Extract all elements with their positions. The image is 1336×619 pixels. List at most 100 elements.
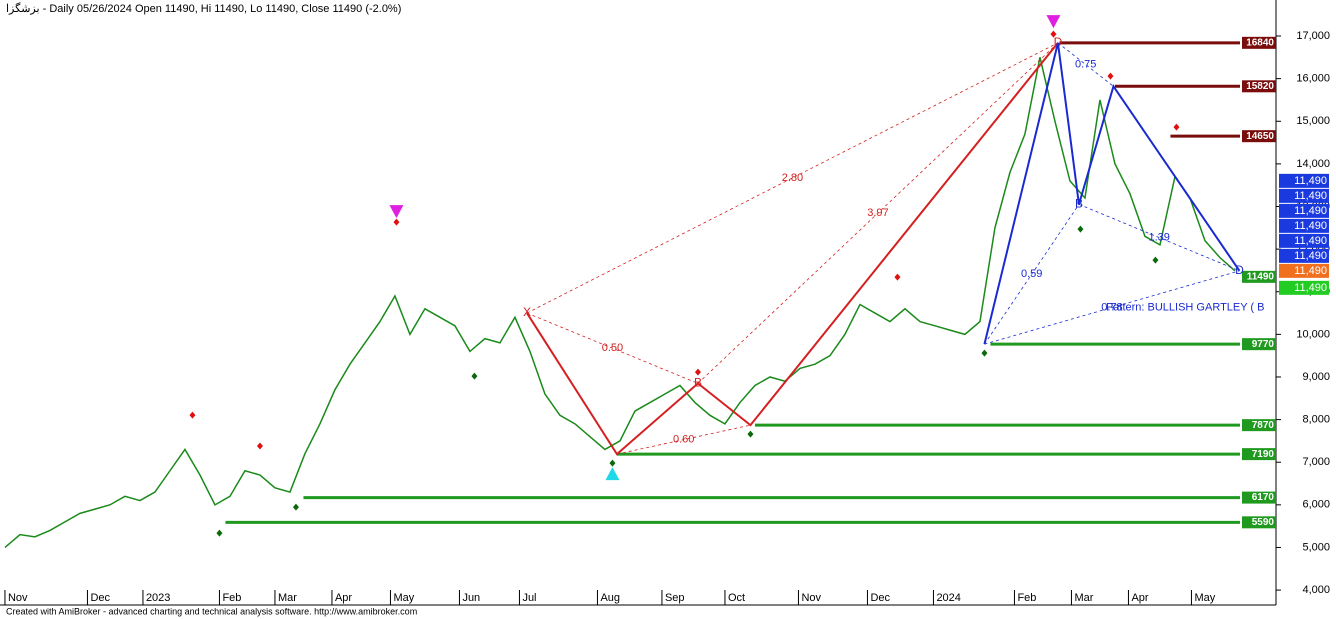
- x-tick-label: May: [1194, 592, 1215, 604]
- price-tag-label: 11,490: [1294, 175, 1327, 187]
- pivot-marker: [609, 459, 616, 467]
- price-tag: [1279, 280, 1329, 295]
- ratio-label: 0.50: [602, 342, 623, 354]
- footer: Created with AmiBroker - advanced charti…: [6, 606, 417, 616]
- y-tick-label: 14,000: [1296, 158, 1330, 170]
- pivot-marker: [1107, 72, 1114, 80]
- level-label: 7870: [1252, 420, 1275, 431]
- price-tag-label: 11,490: [1294, 220, 1327, 232]
- pivot-marker: [189, 411, 196, 419]
- ratio-label: 0.75: [1075, 58, 1096, 70]
- level-box: [1242, 270, 1276, 283]
- pivot-marker: [389, 205, 404, 219]
- price-line: [4, 57, 1236, 549]
- level-box: [1242, 130, 1276, 143]
- level-label: 9770: [1252, 339, 1275, 350]
- x-tick-label: Oct: [728, 592, 745, 604]
- y-tick-label: 15,000: [1296, 115, 1330, 127]
- ratio-label: 3.97: [867, 207, 888, 219]
- pivot-marker: [694, 368, 701, 376]
- price-tag: [1279, 173, 1329, 188]
- price-tag-label: 11,490: [1294, 190, 1327, 202]
- price-tag: [1279, 203, 1329, 218]
- x-tick-label: Sep: [665, 592, 685, 604]
- price-tag-label: 11,490: [1294, 265, 1327, 277]
- x-tick-label: Nov: [801, 592, 821, 604]
- chart-title: بزشگزا - Daily 05/26/2024 Open 11490, Hi…: [6, 2, 401, 15]
- pivot-marker: [1173, 123, 1180, 131]
- level-box: [1242, 419, 1276, 432]
- pattern-text: Pattern: BULLISH GARTLEY ( B: [1106, 301, 1265, 313]
- pivot-marker: [256, 442, 263, 450]
- price-tag-label: 11,490: [1294, 235, 1327, 247]
- x-tick-label: Dec: [870, 592, 890, 604]
- pivot-marker: [1077, 225, 1084, 233]
- price-tag: [1279, 188, 1329, 203]
- x-tick-label: Apr: [335, 592, 352, 604]
- price-tag: [1279, 263, 1329, 278]
- pivot-marker: [1152, 256, 1159, 264]
- y-tick-label: 6,000: [1302, 499, 1330, 511]
- level-box: [1242, 36, 1276, 49]
- price-tag-label: 11,490: [1294, 282, 1327, 294]
- x-tick-label: Mar: [1074, 592, 1093, 604]
- pattern-line: [983, 42, 1241, 345]
- x-tick-label: Jun: [462, 592, 480, 604]
- pattern-letter: B: [1075, 197, 1083, 211]
- y-tick-label: 8,000: [1302, 414, 1330, 426]
- y-tick-label: 16,000: [1296, 73, 1330, 85]
- x-tick-label: Nov: [8, 592, 28, 604]
- pattern-letter: D: [1054, 35, 1063, 49]
- pattern-line: [526, 42, 1059, 456]
- price-tag-label: 11,490: [1294, 205, 1327, 217]
- x-tick-label: Apr: [1131, 592, 1148, 604]
- ratio-line: [616, 424, 751, 455]
- level-label: 7190: [1252, 449, 1275, 460]
- ratio-label: 0.59: [1021, 268, 1042, 280]
- pivot-marker: [471, 372, 478, 380]
- ratio-line: [526, 312, 699, 384]
- level-box: [1242, 338, 1276, 351]
- ratio-line: [1078, 203, 1240, 272]
- ratio-line: [697, 42, 1059, 384]
- x-tick-label: Mar: [278, 592, 297, 604]
- level-label: 11490: [1247, 271, 1275, 282]
- ratio-label: 0.78: [1101, 301, 1122, 313]
- level-label: 6170: [1252, 492, 1275, 503]
- price-tag: [1279, 218, 1329, 233]
- level-label: 15820: [1246, 81, 1274, 92]
- pivot-marker: [1046, 15, 1061, 29]
- y-tick-label: 10,000: [1296, 328, 1330, 340]
- x-tick-label: Aug: [600, 592, 620, 604]
- level-label: 16840: [1246, 37, 1274, 48]
- x-tick-label: May: [393, 592, 414, 604]
- x-tick-label: 2024: [936, 592, 960, 604]
- pivot-marker: [292, 503, 299, 511]
- pattern-letter: X: [523, 305, 531, 319]
- ratio-label: 0.60: [673, 434, 694, 446]
- level-box: [1242, 516, 1276, 529]
- level-label: 14650: [1246, 131, 1274, 142]
- price-tag: [1279, 233, 1329, 248]
- price-tag-label: 11,490: [1294, 250, 1327, 262]
- level-box: [1242, 448, 1276, 461]
- ratio-line: [984, 270, 1240, 345]
- pivot-marker: [393, 218, 400, 226]
- pivot-marker: [216, 529, 223, 537]
- pivot-marker: [1050, 30, 1057, 38]
- pivot-marker: [894, 273, 901, 281]
- y-tick-label: 4,000: [1302, 584, 1330, 596]
- level-box: [1242, 491, 1276, 504]
- x-tick-label: Feb: [1017, 592, 1036, 604]
- y-tick-label: 5,000: [1302, 541, 1330, 553]
- pattern-letter: D: [1235, 263, 1244, 277]
- ratio-label: 2.80: [782, 172, 803, 184]
- pivot-marker: [981, 349, 988, 357]
- pivot-marker: [747, 430, 754, 438]
- pivot-marker: [605, 467, 620, 481]
- x-tick-label: Dec: [90, 592, 110, 604]
- level-box: [1242, 80, 1276, 93]
